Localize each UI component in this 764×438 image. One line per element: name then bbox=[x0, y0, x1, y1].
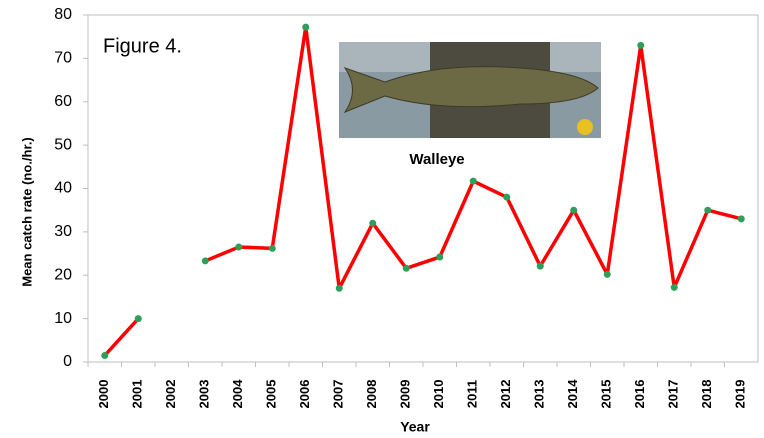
y-tick-label: 30 bbox=[54, 223, 72, 240]
y-tick-label: 20 bbox=[54, 266, 72, 283]
y-tick-label: 70 bbox=[54, 50, 72, 67]
point bbox=[202, 257, 209, 264]
x-tick-label: 2015 bbox=[599, 380, 614, 409]
point bbox=[369, 220, 376, 227]
point bbox=[537, 263, 544, 270]
x-tick-label: 2008 bbox=[364, 380, 379, 409]
x-tick-label: 2016 bbox=[632, 380, 647, 409]
x-tick-label: 2006 bbox=[297, 380, 312, 409]
photo-caption: Walleye bbox=[409, 151, 464, 168]
x-tick-label: 2007 bbox=[331, 380, 346, 409]
point bbox=[738, 215, 745, 222]
point bbox=[570, 207, 577, 214]
x-tick-label: 2017 bbox=[666, 380, 681, 409]
photo-buoy bbox=[577, 119, 593, 135]
x-tick-label: 2004 bbox=[230, 379, 245, 409]
x-tick-label: 2012 bbox=[498, 380, 513, 409]
x-tick-label: 2013 bbox=[532, 380, 547, 409]
point bbox=[671, 284, 678, 291]
x-tick-label: 2014 bbox=[565, 379, 580, 409]
point bbox=[336, 285, 343, 292]
y-axis-title: Mean catch rate (no./hr.) bbox=[19, 137, 34, 287]
point bbox=[235, 244, 242, 251]
x-tick-label: 2010 bbox=[431, 380, 446, 409]
point bbox=[302, 24, 309, 31]
point bbox=[403, 265, 410, 272]
x-tick-label: 2001 bbox=[130, 380, 145, 409]
x-tick-label: 2019 bbox=[733, 380, 748, 409]
x-tick-label: 2011 bbox=[465, 380, 480, 408]
x-tick-label: 2005 bbox=[264, 380, 279, 409]
y-tick-label: 40 bbox=[54, 180, 72, 197]
x-tick-label: 2000 bbox=[96, 380, 111, 409]
x-axis-title: Year bbox=[400, 419, 430, 435]
point bbox=[470, 178, 477, 185]
y-tick-label: 50 bbox=[54, 136, 72, 153]
point bbox=[604, 271, 611, 278]
y-tick-label: 0 bbox=[63, 353, 72, 370]
line bbox=[105, 319, 139, 356]
figure-label: Figure 4. bbox=[103, 35, 182, 57]
y-tick-label: 80 bbox=[54, 6, 72, 23]
point bbox=[637, 42, 644, 49]
x-tick-label: 2009 bbox=[398, 380, 413, 409]
point bbox=[269, 245, 276, 252]
x-tick-label: 2003 bbox=[197, 380, 212, 409]
x-tick-label: 2018 bbox=[699, 380, 714, 409]
point bbox=[101, 352, 108, 359]
point bbox=[436, 254, 443, 261]
point bbox=[704, 207, 711, 214]
x-tick-label: 2002 bbox=[163, 380, 178, 409]
y-tick-label: 10 bbox=[54, 310, 72, 327]
point bbox=[503, 194, 510, 201]
y-tick-label: 60 bbox=[54, 93, 72, 110]
point bbox=[135, 315, 142, 322]
chart: Figure 4. Walleye Year Mean catch rate (… bbox=[0, 0, 764, 438]
photo bbox=[339, 42, 601, 138]
